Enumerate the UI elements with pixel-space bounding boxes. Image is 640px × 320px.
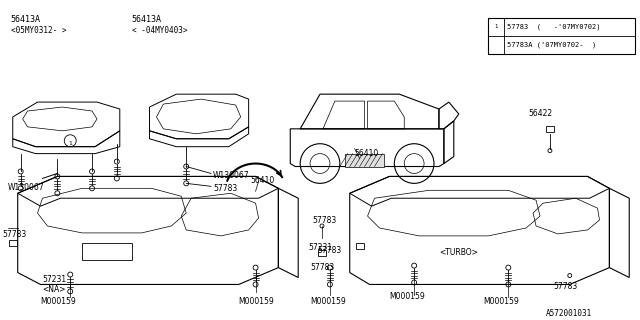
Text: 56413A: 56413A xyxy=(11,15,41,24)
Bar xyxy=(546,126,554,132)
Text: <05MY0312- >: <05MY0312- > xyxy=(11,26,67,35)
Text: M000159: M000159 xyxy=(40,297,76,306)
Polygon shape xyxy=(345,154,385,166)
Text: 57783A ('07MY0702-  ): 57783A ('07MY0702- ) xyxy=(508,41,596,48)
Text: 57783: 57783 xyxy=(312,216,337,225)
Bar xyxy=(356,243,364,249)
Text: <NA>: <NA> xyxy=(42,285,66,294)
Text: 56410: 56410 xyxy=(355,149,379,158)
Text: A572001031: A572001031 xyxy=(546,309,592,318)
Text: 1: 1 xyxy=(68,141,72,146)
Text: 57231: 57231 xyxy=(42,275,67,284)
Text: M000159: M000159 xyxy=(389,292,425,301)
Circle shape xyxy=(492,40,501,49)
Text: M000159: M000159 xyxy=(239,297,275,306)
Bar xyxy=(318,250,326,256)
Text: <TURBO>: <TURBO> xyxy=(439,248,478,257)
Text: 1: 1 xyxy=(495,24,498,29)
Text: 57783: 57783 xyxy=(310,263,334,272)
Text: W130067: W130067 xyxy=(213,172,250,180)
Text: W130067: W130067 xyxy=(8,183,44,192)
Text: < -04MY0403>: < -04MY0403> xyxy=(132,26,187,35)
Text: M000159: M000159 xyxy=(310,297,346,306)
Bar xyxy=(9,240,17,246)
Text: 57783: 57783 xyxy=(317,246,342,255)
Text: M000159: M000159 xyxy=(484,297,519,306)
Text: 57783: 57783 xyxy=(553,283,577,292)
Text: 57783: 57783 xyxy=(3,230,27,239)
Bar xyxy=(488,18,635,53)
Text: 56410: 56410 xyxy=(251,176,275,185)
Text: 56422: 56422 xyxy=(528,109,552,118)
Text: 56413A: 56413A xyxy=(132,15,162,24)
Text: 57783: 57783 xyxy=(213,184,237,193)
Text: 57231: 57231 xyxy=(308,243,332,252)
Text: 57783  (   -'07MY0702): 57783 ( -'07MY0702) xyxy=(508,23,601,30)
